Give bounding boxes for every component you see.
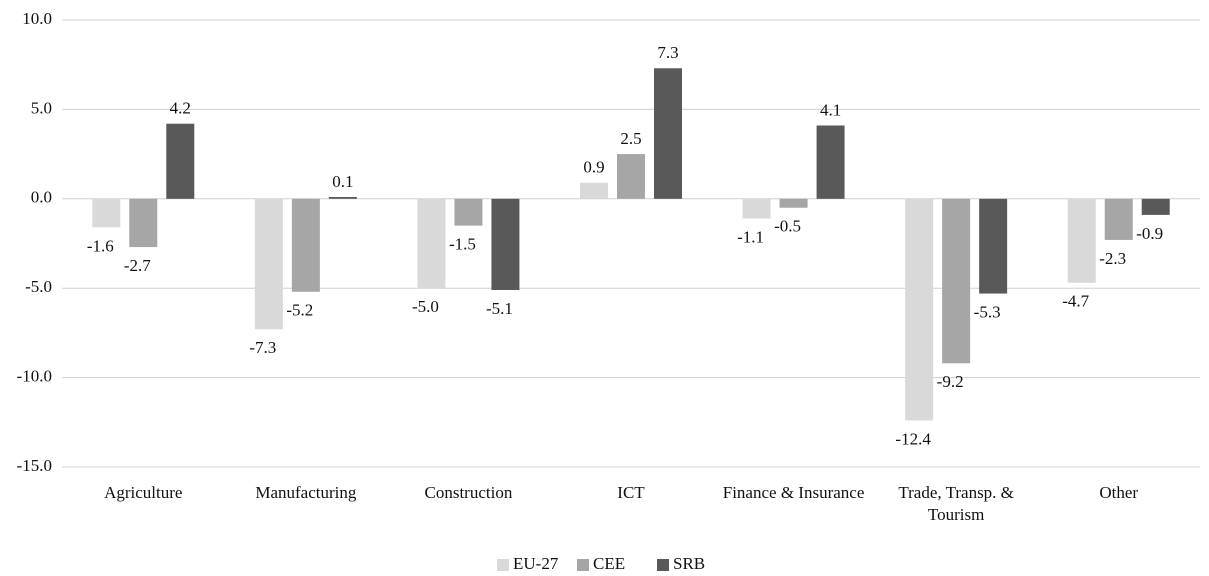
y-tick-label: 0.0 [31, 188, 52, 207]
bar [291, 198, 320, 292]
data-label: -5.3 [974, 302, 1001, 321]
x-tick-label: ICT [617, 483, 645, 502]
data-label: 0.1 [332, 172, 353, 191]
bar [654, 68, 682, 199]
data-label: -5.1 [486, 299, 513, 318]
bar [254, 198, 283, 330]
data-label: -1.5 [449, 235, 476, 254]
data-label: -4.7 [1062, 292, 1089, 311]
legend-swatch [497, 559, 509, 571]
y-tick-label: -5.0 [25, 277, 52, 296]
legend-swatch [657, 559, 669, 571]
legend-label: EU-27 [513, 554, 559, 573]
bar [942, 198, 971, 364]
data-label: 0.9 [583, 158, 604, 177]
bar [129, 198, 158, 248]
bar [1141, 198, 1170, 215]
bar [580, 182, 608, 199]
data-label: 7.3 [657, 43, 678, 62]
data-label: -5.0 [412, 297, 439, 316]
bar [92, 198, 121, 228]
bar [742, 198, 771, 219]
bar [779, 198, 808, 208]
data-label: -7.3 [249, 338, 276, 357]
bar [1067, 198, 1096, 283]
bar [491, 198, 520, 290]
data-label: -1.1 [737, 227, 764, 246]
x-tick-label: Agriculture [104, 483, 183, 502]
bar [905, 198, 934, 421]
data-label: -5.2 [286, 301, 313, 320]
x-tick-label: Trade, Transp. & Tourism [898, 483, 1014, 524]
bar [979, 198, 1008, 294]
y-tick-label: -10.0 [17, 367, 52, 386]
data-label: -1.6 [87, 236, 114, 255]
y-tick-label: -15.0 [17, 456, 52, 475]
data-label: -12.4 [895, 429, 931, 448]
legend-label: SRB [673, 554, 705, 573]
data-label: -0.9 [1136, 224, 1163, 243]
x-tick-label: Manufacturing [255, 483, 357, 502]
bar [166, 123, 195, 199]
bar [328, 197, 357, 199]
x-tick-label: Finance & Insurance [722, 483, 865, 502]
legend-swatch [577, 559, 589, 571]
data-label: -2.7 [124, 256, 151, 275]
data-label: -9.2 [937, 372, 964, 391]
x-tick-label: Construction [424, 483, 513, 502]
legend-label: CEE [593, 554, 625, 573]
data-label: 4.2 [170, 99, 191, 118]
bar [1104, 198, 1133, 240]
bar [617, 154, 645, 199]
x-tick-label: Other [1099, 483, 1139, 502]
data-label: 4.1 [820, 100, 841, 119]
data-label: -0.5 [774, 217, 801, 236]
y-tick-label: 5.0 [31, 98, 52, 117]
y-tick-label: 10.0 [22, 9, 52, 28]
bar [816, 125, 845, 199]
bar [454, 198, 483, 226]
data-label: -2.3 [1099, 249, 1126, 268]
bar [417, 198, 446, 289]
data-label: 2.5 [620, 129, 641, 148]
